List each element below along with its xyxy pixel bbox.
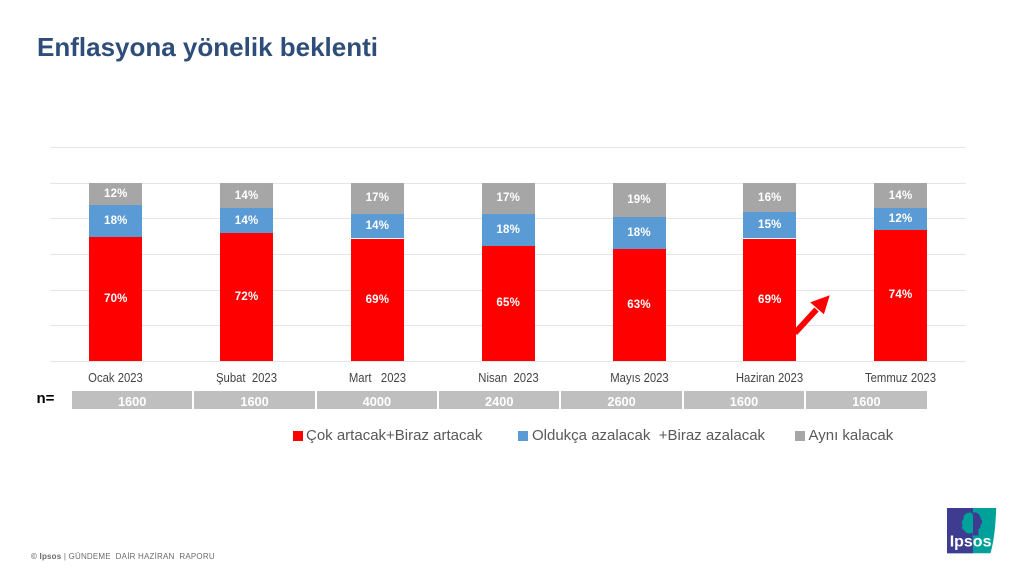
svg-text:Ipsos: Ipsos [950, 534, 992, 551]
